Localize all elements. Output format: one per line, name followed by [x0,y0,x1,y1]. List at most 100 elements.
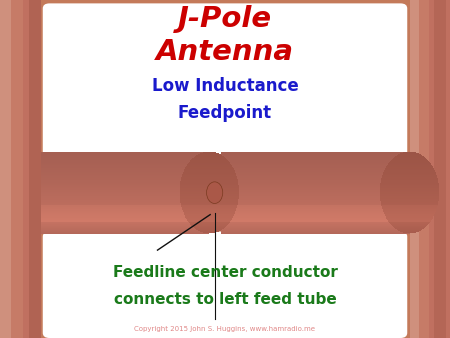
Bar [40,164,209,166]
Bar [182,209,236,210]
Bar [220,197,410,199]
Bar [388,220,431,222]
Bar [40,222,209,224]
Text: Low Inductance: Low Inductance [152,77,298,95]
Bar [220,214,410,216]
Bar [393,225,426,226]
Bar [198,154,220,155]
Bar [396,155,423,156]
Bar [380,199,439,201]
Bar [180,185,238,186]
Bar [220,180,410,182]
Bar [220,186,410,187]
Bar [189,161,229,163]
Bar [202,152,216,153]
Bar [390,222,429,224]
Bar [40,228,209,230]
Bar [220,168,410,170]
Bar [386,217,433,219]
Bar [220,218,410,220]
Bar [386,167,433,169]
Bar [382,204,437,206]
Bar [220,153,410,154]
Bar [220,156,410,158]
Bar [40,227,209,228]
Bar [384,170,435,172]
Bar [220,232,410,234]
Bar [181,203,238,204]
Bar [40,163,209,165]
Bar [382,178,437,180]
Bar [220,162,410,164]
Bar [40,180,209,182]
Bar [40,189,209,190]
Bar [220,226,410,228]
Bar [220,231,410,233]
Bar [196,155,222,156]
Bar [388,163,431,165]
Bar [40,157,209,159]
Bar [383,172,436,174]
Bar [380,199,439,200]
Bar [220,191,410,192]
Bar [392,159,428,161]
Bar [40,211,209,213]
Bar [40,220,209,222]
Bar [220,185,410,186]
Bar [40,193,209,195]
Bar [380,189,439,190]
Bar [382,207,437,208]
Bar [40,177,209,179]
Bar [40,199,209,201]
Bar [220,172,410,174]
Bar [387,219,432,221]
Bar [190,160,228,162]
Bar [382,209,436,210]
Bar [188,220,230,222]
Bar [181,178,237,180]
Bar [381,180,438,182]
Bar [380,186,439,187]
Bar [180,189,239,190]
Bar [380,191,439,192]
Bar [40,175,209,177]
Bar [220,199,410,201]
Bar [220,189,410,191]
Bar [40,173,209,175]
Bar [419,0,429,338]
Bar [40,215,209,217]
Bar [40,174,209,176]
Bar [182,207,237,208]
Bar [40,221,209,223]
Bar [180,183,238,185]
Bar [40,231,209,233]
Bar [220,212,410,214]
Bar [40,167,209,169]
Bar [180,191,239,193]
Bar [180,200,238,202]
Bar [220,224,410,226]
Bar [191,159,227,161]
Bar [40,191,209,193]
Bar [380,193,439,195]
Bar [183,172,235,174]
Bar [40,153,209,154]
Bar [40,172,209,174]
Bar [200,153,219,154]
Bar [220,223,410,225]
Bar [386,216,433,218]
Ellipse shape [207,182,223,203]
Bar [220,170,410,172]
Bar [391,223,428,225]
Bar [180,199,238,200]
Bar [384,171,435,173]
Bar [40,170,209,172]
Bar [40,232,209,234]
Bar [40,193,209,194]
Bar [40,208,209,209]
Bar [11,0,22,338]
Bar [180,183,238,184]
Bar [194,226,225,228]
Bar [180,199,238,201]
Bar [220,193,410,195]
